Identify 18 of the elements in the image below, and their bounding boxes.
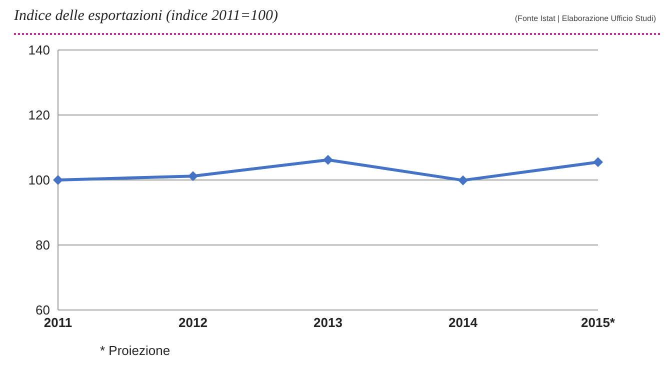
- x-tick-label: 2012: [178, 315, 208, 330]
- y-tick-label: 140: [28, 42, 50, 58]
- y-tick-label: 60: [36, 302, 50, 318]
- point: [323, 154, 333, 165]
- text: * Proiezione: [100, 343, 170, 358]
- y-tick-label: 120: [28, 108, 50, 123]
- x-tick-label: 2011: [44, 315, 72, 330]
- x-tick-label: 2013: [314, 315, 342, 330]
- point: [188, 171, 198, 182]
- y-tick-label: 100: [28, 172, 50, 188]
- point: [53, 175, 63, 185]
- x-tick-label: 2014: [448, 315, 478, 330]
- point: [593, 157, 603, 168]
- chart-title: Indice delle esportazioni (indice 2011=100): [14, 8, 278, 25]
- y-tick-label: 80: [36, 238, 50, 253]
- x-tick-label: 2015*: [581, 315, 616, 330]
- text: (Fonte Istat | Elaborazione Ufficio Studi): [514, 14, 656, 23]
- point: [458, 175, 468, 186]
